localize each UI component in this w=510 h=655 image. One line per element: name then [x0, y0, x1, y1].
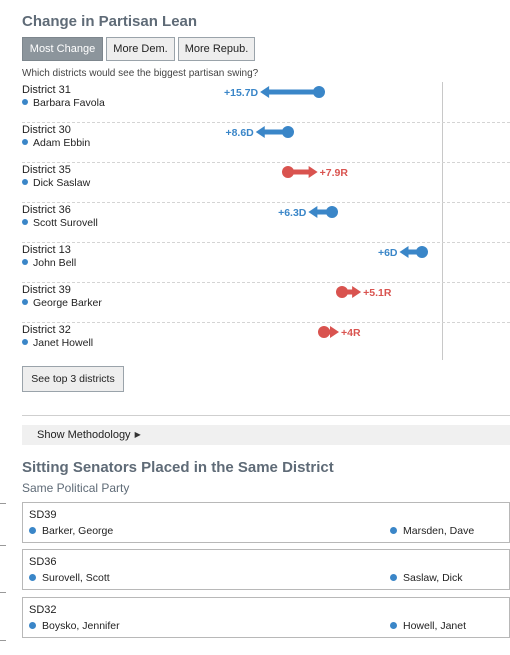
triangle-right-icon: ▶	[134, 430, 141, 439]
senator-b: Howell, Janet	[390, 620, 466, 632]
senator-name: Scott Surovell	[22, 217, 98, 229]
row-divider	[22, 242, 510, 243]
senator-pair-card: SD36 Surovell, Scott Saslaw, Dick	[22, 549, 510, 590]
left-tick	[0, 503, 6, 504]
senator-a: Boysko, Jennifer	[29, 620, 120, 632]
dot-icon	[29, 574, 36, 581]
senator-name: John Bell	[22, 257, 76, 269]
see-top-3-button[interactable]: See top 3 districts	[22, 366, 124, 392]
dot-icon	[22, 99, 28, 105]
senator-b: Saslaw, Dick	[390, 572, 463, 584]
district-name: District 39	[22, 284, 71, 296]
district-row[interactable]: District 13 John Bell	[22, 242, 510, 282]
dot-icon	[22, 139, 28, 145]
senator-a: Barker, George	[29, 525, 113, 537]
dot-icon	[390, 622, 397, 629]
row-divider	[22, 282, 510, 283]
senate-district-code: SD36	[29, 556, 57, 568]
row-divider	[22, 322, 510, 323]
chart-question: Which districts would see the biggest pa…	[22, 68, 259, 79]
left-tick	[0, 592, 6, 593]
district-name: District 31	[22, 84, 71, 96]
senator-name: George Barker	[22, 297, 102, 309]
senator-pair-card: SD32 Boysko, Jennifer Howell, Janet	[22, 597, 510, 638]
senator-name: Janet Howell	[22, 337, 93, 349]
district-row[interactable]: District 31 Barbara Favola	[22, 82, 510, 122]
dot-icon	[22, 179, 28, 185]
dot-icon	[22, 259, 28, 265]
district-row[interactable]: District 36 Scott Surovell	[22, 202, 510, 242]
dot-icon	[22, 299, 28, 305]
reference-line	[442, 82, 443, 360]
district-row[interactable]: District 39 George Barker	[22, 282, 510, 322]
tab-most-change[interactable]: Most Change	[22, 37, 103, 61]
dot-icon	[29, 622, 36, 629]
senator-b: Marsden, Dave	[390, 525, 474, 537]
row-divider	[22, 162, 510, 163]
senator-name: Dick Saslaw	[22, 177, 90, 189]
show-methodology-toggle[interactable]: Show Methodology ▶	[22, 425, 510, 445]
same-district-subtitle: Same Political Party	[22, 481, 130, 495]
district-name: District 13	[22, 244, 71, 256]
section-divider	[22, 415, 510, 416]
senate-district-code: SD39	[29, 509, 57, 521]
row-divider	[22, 122, 510, 123]
dot-icon	[29, 527, 36, 534]
district-row[interactable]: District 35 Dick Saslaw	[22, 162, 510, 202]
dot-icon	[22, 219, 28, 225]
row-divider	[22, 202, 510, 203]
district-name: District 36	[22, 204, 71, 216]
senator-name: Barbara Favola	[22, 97, 105, 109]
senate-district-code: SD32	[29, 604, 57, 616]
dot-icon	[390, 527, 397, 534]
district-row[interactable]: District 32 Janet Howell	[22, 322, 510, 362]
senator-a: Surovell, Scott	[29, 572, 110, 584]
senator-pair-card: SD39 Barker, George Marsden, Dave	[22, 502, 510, 543]
district-name: District 32	[22, 324, 71, 336]
district-row[interactable]: District 30 Adam Ebbin	[22, 122, 510, 162]
partisan-lean-title: Change in Partisan Lean	[22, 13, 198, 30]
left-tick	[0, 545, 6, 546]
tab-more-repub[interactable]: More Repub.	[178, 37, 255, 61]
dot-icon	[22, 339, 28, 345]
senator-name: Adam Ebbin	[22, 137, 90, 149]
dot-icon	[390, 574, 397, 581]
methodology-label: Show Methodology	[37, 429, 131, 441]
left-tick	[0, 640, 6, 641]
district-name: District 30	[22, 124, 71, 136]
district-name: District 35	[22, 164, 71, 176]
same-district-title: Sitting Senators Placed in the Same Dist…	[22, 459, 334, 476]
tab-more-dem[interactable]: More Dem.	[106, 37, 175, 61]
